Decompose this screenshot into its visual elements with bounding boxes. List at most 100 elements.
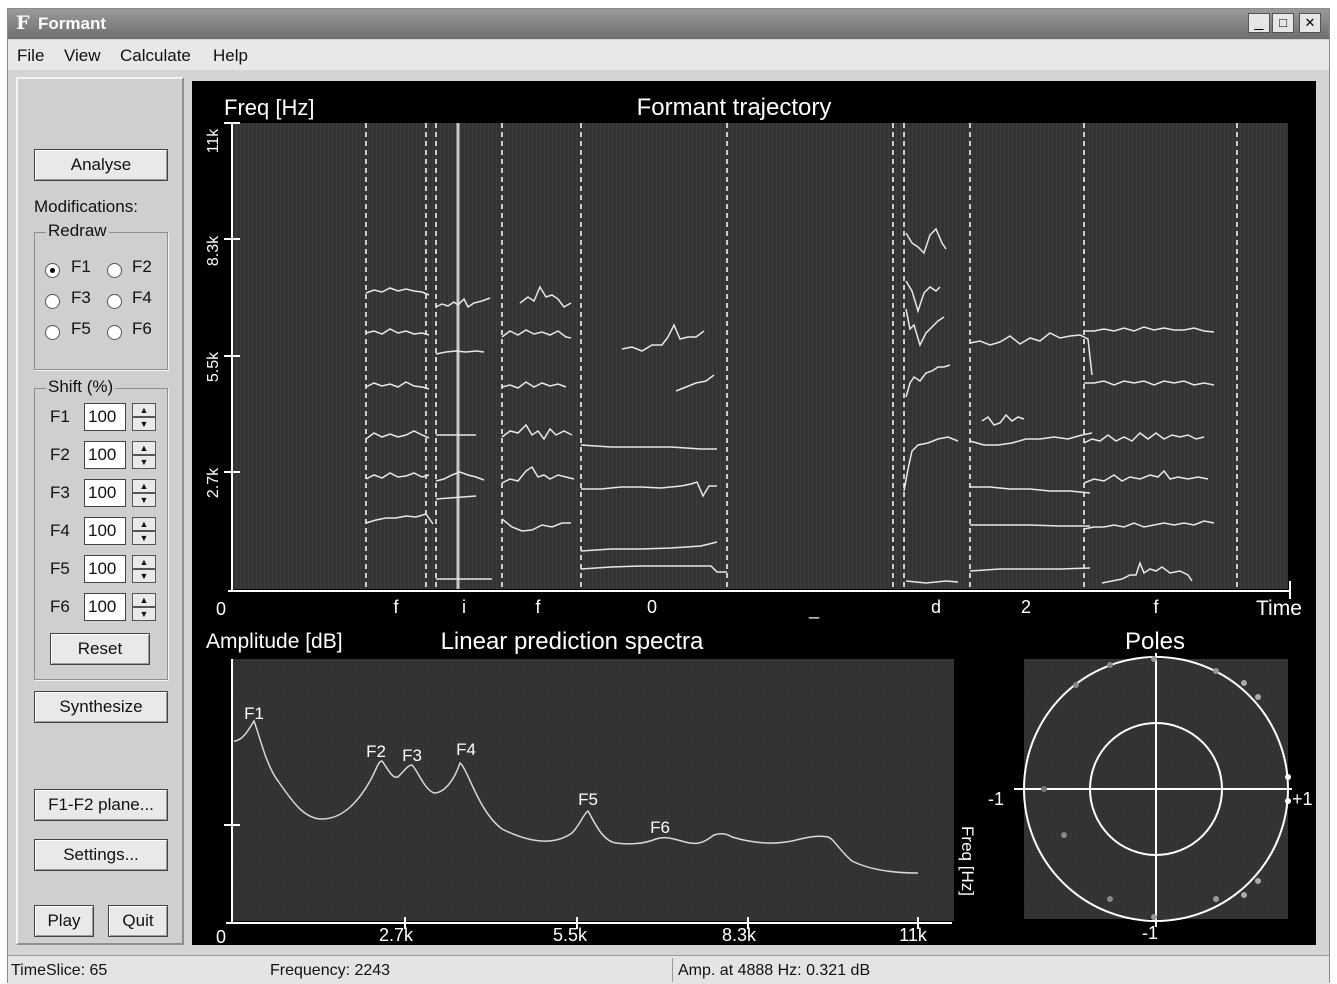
poles-bottom-label: -1	[1142, 923, 1158, 943]
menu-view[interactable]: View	[64, 46, 101, 65]
plot-area: Freq [Hz] Formant trajectory 11k 8.3k 5.…	[192, 81, 1316, 947]
chevron-up-icon[interactable]: ▲	[132, 479, 156, 493]
radio-f5-label: F5	[71, 319, 91, 338]
radio-f3-label: F3	[71, 288, 91, 307]
xtick-label-11k: 11k	[899, 925, 928, 945]
shift-f4-input[interactable]: 100	[84, 517, 126, 545]
lp-spectrum-plot[interactable]: Amplitude [dB] Linear prediction spectra…	[206, 628, 977, 947]
phoneme-label: f	[393, 597, 399, 617]
shift-f2-label: F2	[50, 445, 70, 464]
menu-help[interactable]: Help	[213, 46, 248, 65]
radio-f2-label: F2	[132, 257, 152, 276]
status-bar: TimeSlice: 65 Frequency: 2243 Amp. at 48…	[8, 955, 1329, 984]
menu-file[interactable]: File	[17, 46, 45, 65]
poles-plot[interactable]: Poles -1 +1 -1	[988, 628, 1313, 943]
phoneme-label: i	[462, 597, 466, 617]
poles-left-label: -1	[988, 789, 1004, 809]
shift-f4-stepper[interactable]: ▲ ▼	[132, 517, 156, 545]
trajectory-title: Formant trajectory	[637, 94, 832, 121]
shift-f6-stepper[interactable]: ▲ ▼	[132, 593, 156, 621]
window-title: Formant	[38, 14, 106, 33]
xtick-label-2-7k: 2.7k	[379, 925, 414, 945]
reset-button[interactable]: Reset	[50, 633, 150, 665]
status-frequency: Frequency: 2243	[270, 962, 391, 979]
spectrum-ylabel: Amplitude [dB]	[206, 630, 343, 653]
peak-label-f1: F1	[244, 704, 264, 723]
ytick-label-5-5k: 5.5k	[205, 351, 222, 382]
play-button[interactable]: Play	[34, 905, 94, 937]
chevron-down-icon[interactable]: ▼	[132, 569, 156, 583]
phoneme-label: 0	[647, 597, 657, 617]
shift-f3-label: F3	[50, 483, 70, 502]
chevron-up-icon[interactable]: ▲	[132, 441, 156, 455]
shift-f4-label: F4	[50, 521, 70, 540]
ytick-label-11k: 11k	[205, 128, 222, 154]
phoneme-label: f	[1153, 597, 1159, 617]
close-button[interactable]: ✕	[1299, 13, 1321, 33]
title-bar: F Formant _ □ ✕	[8, 9, 1329, 39]
chevron-up-icon[interactable]: ▲	[132, 555, 156, 569]
chevron-down-icon[interactable]: ▼	[132, 455, 156, 469]
chevron-up-icon[interactable]: ▲	[132, 403, 156, 417]
xtick-label-8-3k: 8.3k	[722, 925, 757, 945]
trajectory-x-origin: 0	[216, 599, 226, 619]
shift-f2-stepper[interactable]: ▲ ▼	[132, 441, 156, 469]
radio-f1-label: F1	[71, 257, 91, 276]
ytick-label-2-7k: 2.7k	[205, 467, 222, 498]
shift-group-title: Shift (%)	[46, 377, 116, 397]
peak-label-f6: F6	[650, 818, 670, 837]
phoneme-label: _	[808, 599, 820, 620]
radio-f1[interactable]	[45, 263, 60, 278]
shift-f1-input[interactable]: 100	[84, 403, 126, 431]
phoneme-label: d	[931, 597, 941, 617]
shift-f2-input[interactable]: 100	[84, 441, 126, 469]
control-panel: Analyse Modifications: Redraw F1 F2 F3 F…	[16, 77, 184, 945]
shift-f3-stepper[interactable]: ▲ ▼	[132, 479, 156, 507]
chevron-down-icon[interactable]: ▼	[132, 531, 156, 545]
peak-label-f2: F2	[366, 742, 386, 761]
radio-f4[interactable]	[107, 294, 122, 309]
peak-label-f3: F3	[402, 746, 422, 765]
spectrum-background	[232, 659, 954, 921]
minimize-button[interactable]: _	[1248, 13, 1270, 33]
shift-f5-label: F5	[50, 559, 70, 578]
radio-f2[interactable]	[107, 263, 122, 278]
settings-button[interactable]: Settings...	[34, 839, 168, 871]
shift-f5-input[interactable]: 100	[84, 555, 126, 583]
ytick-label-8-3k: 8.3k	[205, 235, 222, 266]
shift-f3-input[interactable]: 100	[84, 479, 126, 507]
shift-f6-label: F6	[50, 597, 70, 616]
synthesize-button[interactable]: Synthesize	[34, 691, 168, 723]
chevron-up-icon[interactable]: ▲	[132, 593, 156, 607]
phoneme-label: 2	[1021, 597, 1031, 617]
pole-markers	[1041, 656, 1291, 920]
f1-f2-plane-button[interactable]: F1-F2 plane...	[34, 789, 168, 821]
radio-f6[interactable]	[107, 325, 122, 340]
quit-button[interactable]: Quit	[108, 905, 168, 937]
chevron-down-icon[interactable]: ▼	[132, 607, 156, 621]
radio-f3[interactable]	[45, 294, 60, 309]
analyse-button[interactable]: Analyse	[34, 149, 168, 181]
chevron-down-icon[interactable]: ▼	[132, 493, 156, 507]
spectrum-x-origin: 0	[216, 927, 226, 945]
xtick-label-5-5k: 5.5k	[553, 925, 588, 945]
menu-calculate[interactable]: Calculate	[120, 46, 191, 65]
modifications-label: Modifications:	[34, 197, 138, 216]
peak-label-f5: F5	[578, 790, 598, 809]
peak-label-f4: F4	[456, 740, 476, 759]
spectrum-title: Linear prediction spectra	[441, 628, 704, 655]
formant-trajectory-plot[interactable]: Freq [Hz] Formant trajectory 11k 8.3k 5.…	[205, 94, 1302, 620]
shift-f6-input[interactable]: 100	[84, 593, 126, 621]
app-logo-icon: F	[16, 12, 30, 34]
shift-f1-stepper[interactable]: ▲ ▼	[132, 403, 156, 431]
poles-right-label: +1	[1292, 789, 1313, 809]
radio-f5[interactable]	[45, 325, 60, 340]
shift-f5-stepper[interactable]: ▲ ▼	[132, 555, 156, 583]
trajectory-background	[232, 123, 1288, 589]
chevron-up-icon[interactable]: ▲	[132, 517, 156, 531]
status-amplitude: Amp. at 4888 Hz: 0.321 dB	[678, 962, 871, 979]
maximize-button[interactable]: □	[1272, 13, 1294, 33]
chevron-down-icon[interactable]: ▼	[132, 417, 156, 431]
poles-title: Poles	[1125, 628, 1185, 655]
spectrum-xlabel: Freq [Hz]	[958, 826, 977, 896]
